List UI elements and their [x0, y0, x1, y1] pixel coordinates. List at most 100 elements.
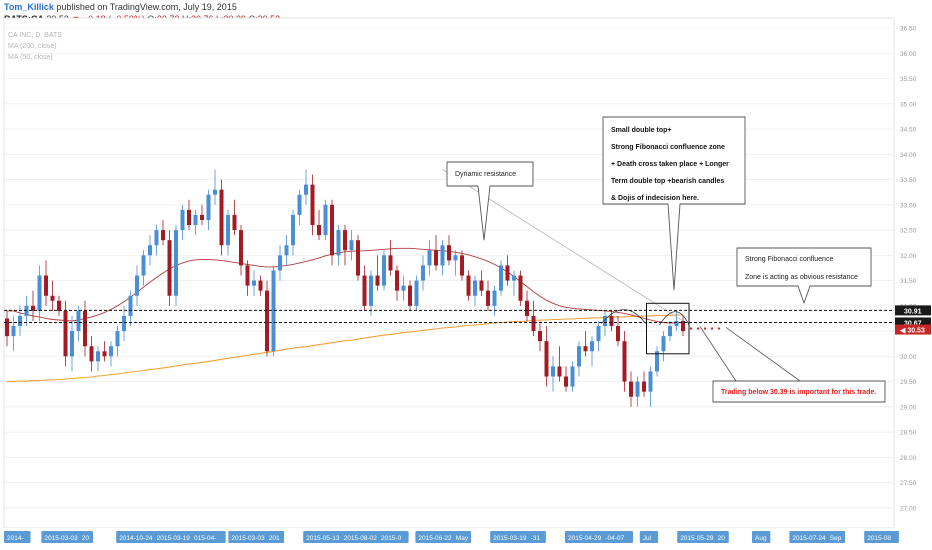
trade-note-pointer	[725, 327, 801, 382]
candle-body	[473, 280, 477, 296]
candle-body	[388, 255, 393, 271]
candle-body	[616, 326, 620, 342]
y-tick-label: 33.00	[900, 202, 917, 209]
candle-body	[343, 230, 347, 251]
candle-body	[505, 265, 510, 281]
x-axis-date-label: 2015-07-24	[792, 535, 826, 542]
candle-body	[382, 255, 386, 286]
projection-dot	[696, 327, 700, 330]
y-tick-label: 36.50	[900, 26, 917, 33]
legend-entry: CA INC, D, BATS	[8, 32, 62, 39]
y-tick-label: 28.00	[900, 455, 917, 462]
fib-zone-callout-text: Zone is acting as obvious resistance	[745, 274, 858, 281]
candle-body	[356, 240, 360, 276]
candle-body	[629, 381, 633, 397]
candle-body	[245, 265, 250, 286]
candle-body	[265, 290, 269, 352]
candle-body	[531, 315, 536, 332]
x-axis-date-bg	[4, 531, 31, 543]
candle-body	[206, 194, 211, 220]
candle-body	[681, 320, 685, 332]
x-axis-date-label: 2015-03-19	[157, 535, 191, 542]
candle-body	[427, 250, 432, 266]
candle-body	[70, 331, 74, 357]
candle-body	[226, 214, 230, 246]
candle-body	[128, 295, 133, 316]
x-axis-date-bg	[565, 531, 612, 543]
y-tick-label: 27.50	[900, 480, 917, 487]
price-label-bg	[895, 305, 931, 316]
candle-body	[668, 326, 672, 337]
candle-body	[63, 310, 68, 357]
candle-body	[395, 270, 399, 291]
x-axis-date-bg	[228, 531, 276, 543]
trade-note-callout-box[interactable]	[712, 380, 886, 403]
candle-body	[323, 204, 328, 236]
candle-body	[414, 280, 419, 306]
published-text: published on TradingView.com, July 19, 2…	[56, 2, 237, 12]
candle-body	[102, 351, 107, 357]
x-axis-date-label: 2015-03-03	[44, 535, 78, 542]
fib-level-label: 30.67	[904, 320, 922, 327]
candle-body	[336, 230, 341, 256]
candle-body	[349, 240, 354, 251]
candle-body	[317, 225, 321, 236]
dynamic-resistance-callout-box[interactable]	[446, 161, 534, 241]
x-axis-date-label: Sep	[830, 535, 842, 542]
x-axis-date-label: 2015-03-19	[493, 535, 527, 542]
candle-body	[57, 300, 61, 311]
y-tick-label: 34.00	[900, 152, 917, 159]
y-tick-label: 29.00	[900, 404, 917, 411]
candle-body	[31, 305, 35, 311]
author-link[interactable]: Tom_Killick	[4, 2, 54, 12]
candle-body	[583, 346, 588, 352]
double-top-arc	[659, 311, 690, 326]
candle-body	[525, 300, 529, 316]
fib-zone-callout-box[interactable]	[736, 247, 872, 304]
x-axis-date-label: Aug	[755, 535, 767, 542]
x-axis-date-bg	[639, 531, 659, 543]
candle-body	[486, 290, 490, 306]
candle-body	[544, 341, 549, 377]
x-axis-date-label: 2015-06-22	[418, 535, 452, 542]
candle-body	[421, 265, 425, 281]
trade-note-pointer	[699, 326, 737, 382]
fib-level-label: 30.91	[904, 308, 922, 315]
candle-body	[37, 275, 42, 311]
candle-body	[187, 209, 191, 226]
y-tick-label: 31.50	[900, 278, 917, 285]
highlight-box[interactable]	[646, 302, 690, 355]
candle-body	[115, 331, 120, 347]
y-tick-label: 32.50	[900, 228, 917, 235]
fib-zone-callout-text: Strong Fibonacci confluence	[745, 256, 833, 263]
candle-body	[642, 381, 646, 392]
y-tick-label: 33.50	[900, 177, 917, 184]
candle-body	[310, 184, 315, 226]
candle-body	[271, 270, 276, 352]
y-tick-label: 35.00	[900, 101, 917, 108]
x-axis-date-label: 2014-10-24	[119, 535, 153, 542]
projection-dot	[703, 327, 707, 330]
x-axis-date-bg	[415, 531, 463, 543]
candle-body	[499, 265, 503, 291]
candle-body	[180, 209, 185, 231]
x-axis-date-label: 2015-08-02	[344, 535, 378, 542]
x-axis-date-bg	[191, 531, 226, 543]
candle-body	[83, 310, 87, 347]
x-axis-date-label: 2014-	[7, 535, 24, 542]
y-tick-label: 30.00	[900, 354, 917, 361]
legend-entry: MA (50, close)	[8, 54, 53, 61]
candle-body	[213, 189, 217, 195]
candle-body	[570, 366, 575, 387]
candle-body	[5, 318, 9, 337]
double-top-callout-box[interactable]	[602, 116, 746, 291]
double-top-callout-text: Term double top +bearish candles	[611, 178, 724, 185]
candle-body	[18, 315, 22, 327]
candle-body	[362, 275, 367, 306]
double-top-callout-text: + Death cross taken place + Longer	[611, 161, 729, 168]
price-label-bg	[895, 317, 931, 328]
x-axis-date-label: 015-04-	[194, 535, 216, 542]
candle-body	[167, 240, 172, 296]
candle-body	[453, 255, 458, 261]
